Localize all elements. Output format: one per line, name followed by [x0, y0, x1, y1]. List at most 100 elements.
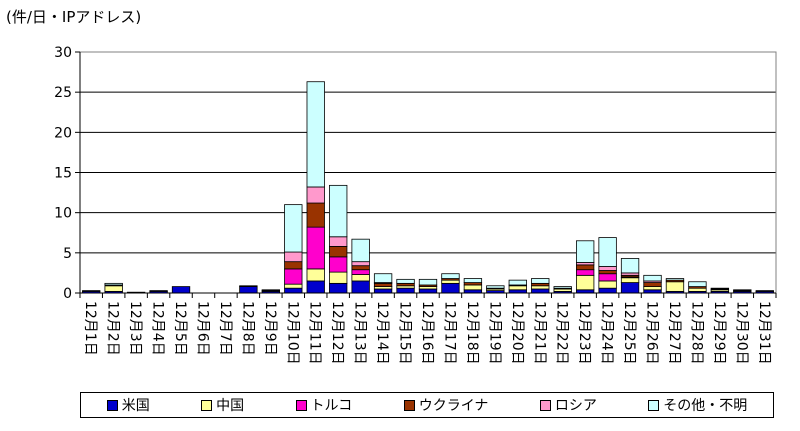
bar-segment-china [576, 274, 595, 291]
bar-segment-other [351, 238, 370, 263]
x-tick-label: 12月24日 [599, 301, 615, 365]
x-tick-label: 12月4日 [150, 301, 166, 356]
bar-segment-us [441, 282, 460, 294]
bar-segment-us [598, 287, 617, 294]
x-tick-label: 12月2日 [105, 301, 121, 356]
bar-segment-ukraine [733, 289, 752, 291]
legend-item-turkey: トルコ [295, 395, 352, 415]
bar-segment-china [104, 285, 123, 292]
bar-segment-us [329, 282, 348, 294]
x-tick-label: 12月3日 [127, 301, 143, 356]
bar-segment-russia [284, 251, 303, 263]
bar-segment-china [441, 279, 460, 284]
legend-swatch [201, 399, 213, 411]
bar-segment-ukraine [82, 290, 101, 292]
x-tick-label: 12月12日 [329, 301, 345, 365]
bar-segment-us [306, 280, 325, 294]
bar-segment-other [598, 237, 617, 267]
x-tick-label: 12月20日 [509, 301, 525, 365]
legend-swatch [295, 399, 307, 411]
bar-segment-other [665, 278, 685, 281]
bar-segment-china [284, 283, 303, 289]
x-tick-label: 12月13日 [352, 301, 368, 365]
bar-segment-turkey [284, 268, 303, 285]
bar-segment-ukraine [351, 265, 370, 271]
bar-segment-ukraine [598, 270, 617, 275]
bar-segment-ukraine [643, 282, 662, 287]
bar-segment-other [643, 274, 662, 282]
axes [75, 51, 777, 298]
bar-segment-other [329, 184, 348, 238]
bar-segment-turkey [306, 226, 325, 270]
x-tick-label: 12月23日 [576, 301, 592, 365]
bar-segment-china [306, 268, 325, 282]
legend-item-us: 米国 [106, 395, 150, 415]
bar-segment-china [665, 281, 685, 292]
bar-segment-other [688, 281, 707, 287]
x-tick-label: 12月1日 [82, 301, 98, 356]
x-tick-label: 12月19日 [486, 301, 502, 365]
bar-segment-china [688, 287, 707, 292]
y-tick-label: 10 [54, 206, 72, 222]
x-tick-label: 12月10日 [284, 301, 300, 365]
y-tick-label: 25 [54, 85, 72, 101]
bar-segment-other [553, 286, 572, 289]
bar-segment-other [306, 81, 325, 188]
bar-segment-turkey [351, 269, 370, 275]
x-tick-label: 12月30日 [733, 301, 749, 365]
x-tick-label: 12月22日 [554, 301, 570, 365]
gridlines [80, 51, 776, 254]
x-tick-label: 12月18日 [464, 301, 480, 365]
bar-segment-turkey [329, 256, 348, 273]
bar-segment-russia [351, 261, 370, 267]
x-tick-label: 12月15日 [397, 301, 413, 365]
x-tick-label: 12月11日 [307, 301, 323, 365]
bar-segment-other [620, 258, 640, 274]
bar-segment-turkey [598, 273, 617, 282]
bar-segment-ukraine [284, 261, 303, 270]
x-tick-label: 12月7日 [217, 301, 233, 356]
y-tick-label: 0 [63, 286, 72, 302]
bar-segment-ukraine [373, 282, 393, 287]
bar-segment-ukraine [149, 290, 168, 292]
bar-segment-us [396, 287, 415, 294]
bar-segment-other [710, 287, 730, 290]
y-tick-labels: 0 5 10 15 20 25 30 [54, 45, 72, 302]
x-tick-label: 12月31日 [756, 301, 772, 365]
bar-segment-us [531, 288, 550, 294]
legend-swatch [539, 399, 551, 411]
x-tick-label: 12月25日 [621, 301, 637, 365]
bar-segment-ukraine [261, 289, 280, 291]
legend-item-other: その他・不明 [648, 395, 747, 415]
x-tick-label: 12月17日 [441, 301, 457, 365]
x-tick-label: 12月16日 [419, 301, 435, 365]
bar-segment-other [508, 279, 527, 286]
bar-segment-russia [598, 266, 617, 271]
legend-swatch [106, 399, 118, 411]
y-tick-label: 20 [54, 125, 72, 141]
x-tick-label: 12月27日 [666, 301, 682, 365]
legend-label: 中国 [216, 398, 245, 414]
x-tick-label: 12月29日 [711, 301, 727, 365]
legend-swatch [403, 399, 415, 411]
legend-swatch [648, 399, 660, 411]
bar-segment-other [418, 278, 438, 286]
bar-segment-china [598, 280, 617, 289]
bar-segment-russia [306, 186, 325, 204]
legend: 米国 中国 トルコ ウクライナ ロシア その他・不明 [80, 392, 774, 418]
x-tick-label: 12月8日 [239, 301, 255, 356]
bar-segment-ukraine [576, 264, 595, 271]
bar-segment-us [373, 288, 393, 294]
legend-item-china: 中国 [201, 395, 244, 415]
bar-segment-other [576, 240, 595, 263]
x-tick-label: 12月6日 [194, 301, 210, 356]
y-axis-unit-label: (件/日・IPアドレス) [6, 8, 142, 26]
bar-segment-ukraine [755, 290, 774, 292]
bar-segment-ukraine [329, 246, 348, 258]
legend-label: その他・不明 [663, 398, 748, 414]
x-tick-label: 12月5日 [172, 301, 188, 356]
bar-segment-china [643, 286, 662, 291]
y-tick-label: 5 [63, 246, 72, 262]
bar-segment-other [463, 278, 483, 283]
bar-segment-us [351, 280, 370, 294]
